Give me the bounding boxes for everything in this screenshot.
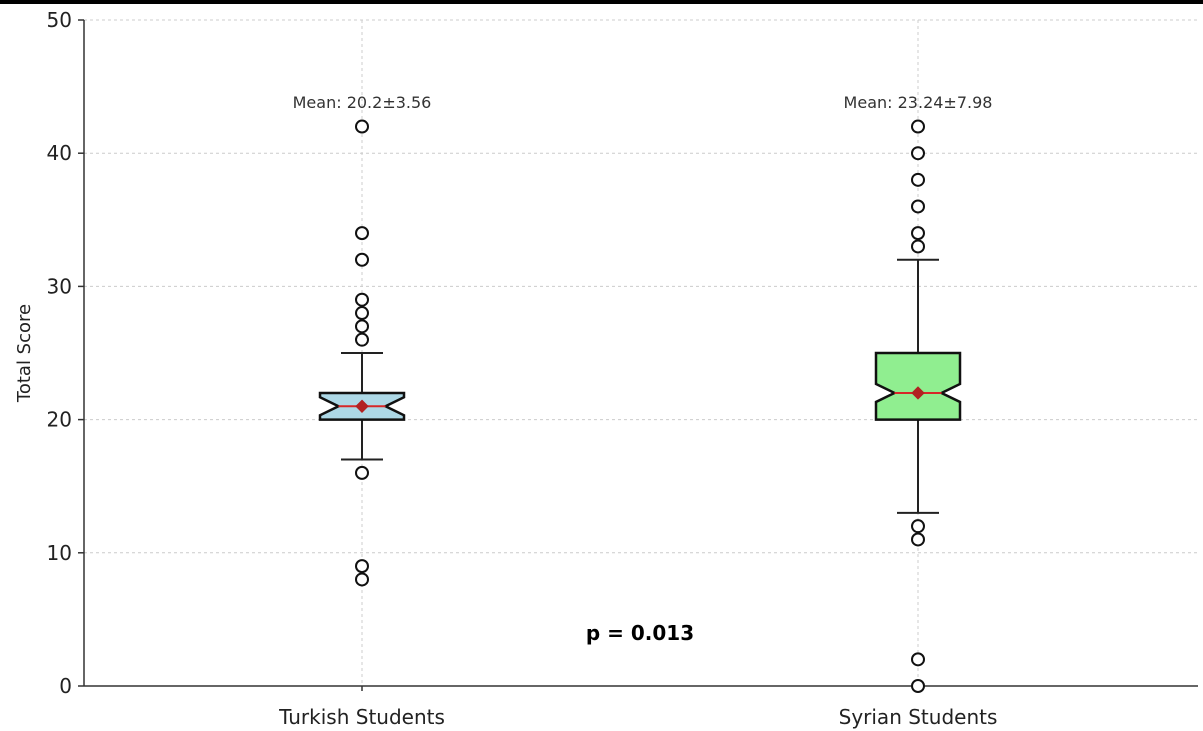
outlier-point — [911, 239, 925, 254]
mean-annotation: Mean: 20.2±3.56 — [293, 93, 432, 112]
y-axis-label: Total Score — [14, 304, 35, 403]
outlier-point — [355, 226, 369, 241]
outlier-point — [355, 572, 369, 587]
outlier-point — [355, 252, 369, 267]
outlier-point — [355, 319, 369, 334]
mean-marker — [355, 399, 369, 413]
outlier-point — [911, 532, 925, 547]
mean-annotation: Mean: 23.24±7.98 — [844, 93, 993, 112]
outlier-point — [355, 465, 369, 480]
outlier-point — [355, 306, 369, 321]
outlier-point — [911, 519, 925, 534]
top-border — [0, 0, 1203, 4]
y-tick-label: 10 — [47, 541, 72, 565]
outlier-point — [911, 679, 925, 693]
outlier-point — [911, 119, 925, 134]
y-tick-label: 0 — [59, 674, 72, 698]
y-axis-ticks: 0 10 20 30 40 50 — [47, 8, 919, 698]
box-turkish-students — [318, 119, 406, 587]
y-tick-label: 20 — [47, 408, 72, 432]
outlier-point — [355, 559, 369, 574]
p-value-label: p = 0.013 — [586, 621, 694, 645]
outlier-point — [355, 332, 369, 347]
y-tick-label: 50 — [47, 8, 72, 32]
mean-marker — [911, 386, 925, 400]
outlier-point — [911, 226, 925, 241]
y-tick-label: 30 — [47, 274, 72, 298]
outlier-point — [911, 652, 925, 667]
axes — [83, 20, 1198, 687]
outlier-point — [911, 199, 925, 214]
box-syrian-students — [874, 119, 962, 693]
x-category-label: Turkish Students — [278, 705, 445, 729]
y-tick-label: 40 — [47, 141, 72, 165]
grid-lines — [84, 19, 1198, 686]
outlier-point — [355, 292, 369, 307]
outlier-point — [355, 119, 369, 134]
outlier-point — [911, 172, 925, 187]
outlier-point — [911, 146, 925, 161]
labels: Total Score Mean: 20.2±3.56 Turkish Studen… — [14, 93, 997, 729]
boxes — [318, 119, 962, 693]
x-category-label: Syrian Students — [839, 705, 998, 729]
